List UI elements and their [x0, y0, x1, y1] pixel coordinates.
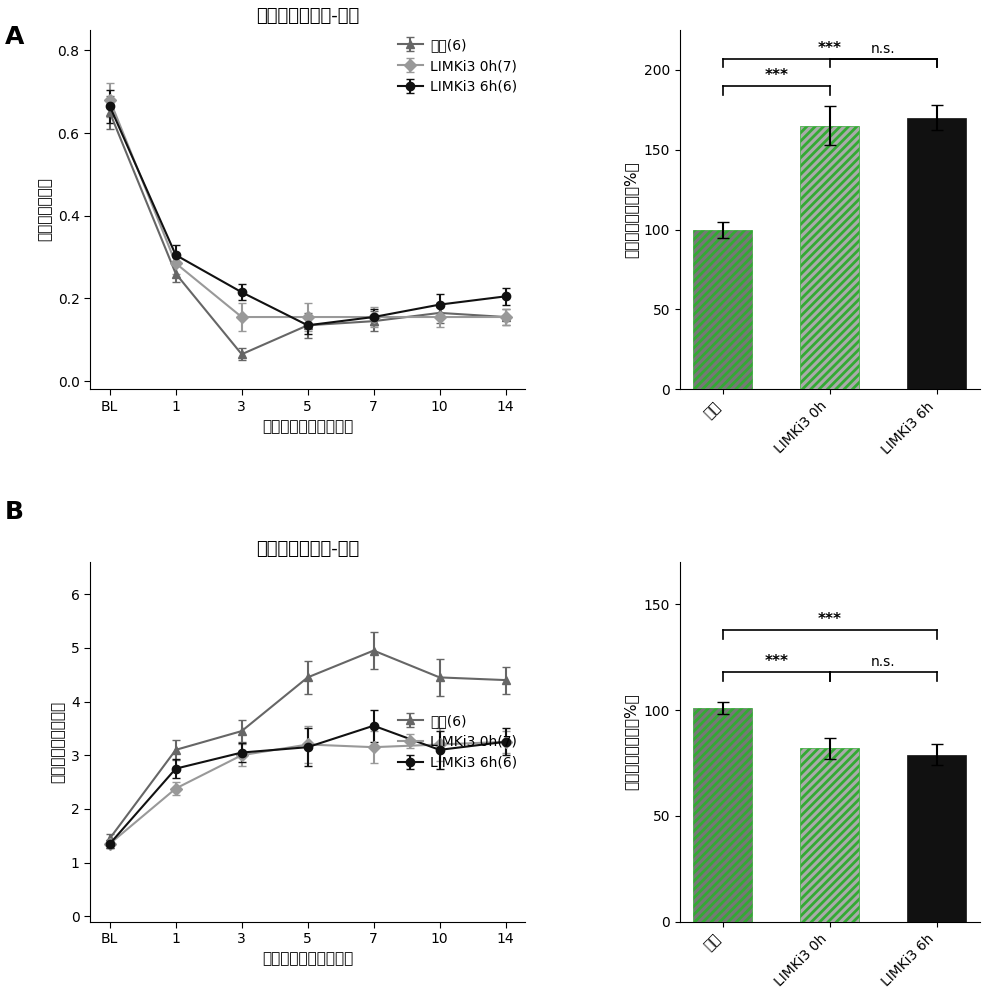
Text: ***: ***: [818, 41, 842, 55]
Y-axis label: 阈値曲线下面积（%）: 阈値曲线下面积（%）: [623, 694, 638, 790]
Bar: [907, 754, 966, 922]
X-axis label: 神经损伤后时间（天）: 神经损伤后时间（天）: [262, 951, 353, 966]
Bar: [693, 708, 752, 922]
Text: ***: ***: [764, 654, 788, 669]
Y-axis label: 阈値曲线下面积（%）: 阈値曲线下面积（%）: [623, 162, 638, 258]
Title: 保留性神经损伤-冷觉: 保留性神经损伤-冷觉: [256, 540, 359, 558]
X-axis label: 神经损伤后时间（天）: 神经损伤后时间（天）: [262, 419, 353, 434]
Legend: 溶媒(6), LIMKi3 0h(7), LIMKi3 6h(6): 溶媒(6), LIMKi3 0h(7), LIMKi3 6h(6): [392, 709, 523, 775]
Text: B: B: [5, 500, 24, 524]
Title: 保留性神经损伤-机械: 保留性神经损伤-机械: [256, 7, 359, 26]
Text: ***: ***: [764, 67, 788, 83]
Text: ***: ***: [818, 611, 842, 627]
Bar: [800, 126, 859, 389]
Bar: [800, 748, 859, 922]
Y-axis label: 平均反应时间（秒）: 平均反应时间（秒）: [50, 701, 65, 783]
Y-axis label: 疼痛阈値（克）: 疼痛阈値（克）: [37, 177, 52, 242]
Text: A: A: [5, 25, 24, 49]
Bar: [693, 230, 752, 389]
Legend: 溶媒(6), LIMKi3 0h(7), LIMKi3 6h(6): 溶媒(6), LIMKi3 0h(7), LIMKi3 6h(6): [392, 33, 523, 99]
Bar: [907, 118, 966, 389]
Text: n.s.: n.s.: [871, 42, 896, 55]
Text: n.s.: n.s.: [871, 655, 896, 669]
